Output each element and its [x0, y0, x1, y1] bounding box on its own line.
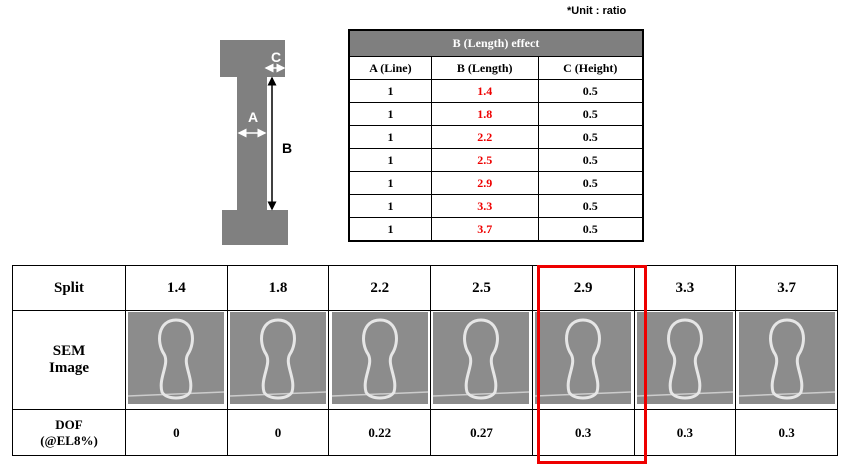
- spec-cell: 0.5: [538, 172, 643, 195]
- column-header: C (Height): [538, 57, 643, 80]
- sem-cell: [227, 311, 329, 410]
- page: *Unit : ratio C A B B (Length) effectA (…: [0, 0, 841, 462]
- sem-cell: [431, 311, 533, 410]
- sem-image: [128, 312, 224, 404]
- spec-cell: 0.5: [538, 218, 643, 242]
- shape-diagram: C A B: [200, 30, 320, 255]
- split-value: 1.4: [126, 266, 228, 311]
- dof-value: 0: [227, 410, 329, 456]
- sem-cell: [329, 311, 431, 410]
- split-value: 2.5: [431, 266, 533, 311]
- spec-cell: 1: [349, 103, 431, 126]
- dof-value: 0.3: [634, 410, 736, 456]
- sem-cell: [634, 311, 736, 410]
- sem-image: [637, 312, 733, 404]
- spec-cell: 0.5: [538, 195, 643, 218]
- label-cell: DOF (@EL8%): [13, 410, 126, 456]
- sem-image: [332, 312, 428, 404]
- highlight-box: [537, 265, 647, 464]
- spec-cell: 1: [349, 126, 431, 149]
- label-cell: Split: [13, 266, 126, 311]
- spec-cell: 2.5: [431, 149, 538, 172]
- table-title: B (Length) effect: [349, 30, 643, 57]
- spec-cell: 0.5: [538, 149, 643, 172]
- spec-cell: 1: [349, 172, 431, 195]
- sem-image: [433, 312, 529, 404]
- spec-cell: 1: [349, 149, 431, 172]
- column-header: A (Line): [349, 57, 431, 80]
- split-value: 1.8: [227, 266, 329, 311]
- spec-cell: 3.7: [431, 218, 538, 242]
- sem-cell: [126, 311, 228, 410]
- row-label: DOF (@EL8%): [34, 417, 104, 449]
- row-label: Split: [54, 280, 84, 296]
- label-a: A: [248, 109, 258, 125]
- dof-value: 0: [126, 410, 228, 456]
- split-value: 3.7: [736, 266, 838, 311]
- spec-cell: 1: [349, 195, 431, 218]
- unit-note: *Unit : ratio: [567, 5, 626, 17]
- shape: [220, 40, 288, 245]
- spec-cell: 2.9: [431, 172, 538, 195]
- spec-cell: 1: [349, 218, 431, 242]
- row-label: SEM Image: [34, 343, 104, 377]
- spec-cell: 1.8: [431, 103, 538, 126]
- spec-cell: 0.5: [538, 126, 643, 149]
- sem-row: SEM Image: [13, 311, 838, 410]
- sem-image: [739, 312, 835, 404]
- split-value: 3.3: [634, 266, 736, 311]
- header-row: A (Line)B (Length)C (Height): [349, 57, 643, 80]
- label-b: B: [282, 140, 292, 156]
- title-row: B (Length) effect: [349, 30, 643, 57]
- spec-cell: 1.4: [431, 80, 538, 103]
- dof-value: 0.3: [736, 410, 838, 456]
- spec-cell: 0.5: [538, 103, 643, 126]
- column-header: B (Length): [431, 57, 538, 80]
- sem-image: [230, 312, 326, 404]
- dof-value: 0.27: [431, 410, 533, 456]
- dof-value: 0.22: [329, 410, 431, 456]
- spec-cell: 1: [349, 80, 431, 103]
- label-cell: SEM Image: [13, 311, 126, 410]
- sem-cell: [736, 311, 838, 410]
- spec-cell: 0.5: [538, 80, 643, 103]
- split-value: 2.2: [329, 266, 431, 311]
- label-c: C: [271, 49, 281, 65]
- spec-cell: 3.3: [431, 195, 538, 218]
- spec-cell: 2.2: [431, 126, 538, 149]
